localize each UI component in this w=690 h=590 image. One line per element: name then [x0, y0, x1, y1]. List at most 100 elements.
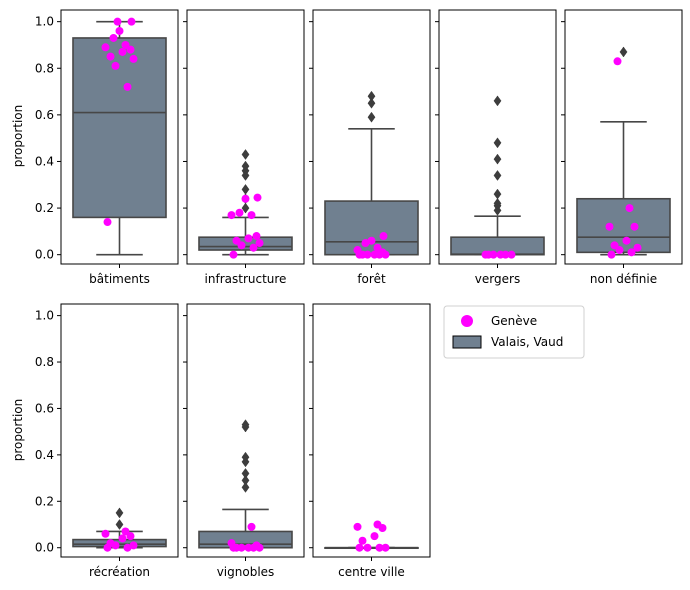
- geneve-point: [127, 17, 136, 26]
- iqr-box: [576, 197, 671, 254]
- geneve-point: [235, 208, 244, 217]
- geneve-point: [615, 246, 624, 255]
- geneve-point: [255, 239, 264, 248]
- geneve-point: [363, 543, 372, 552]
- panel-bâtiments: 0.0 0.2 0.4 0.6 0.8 1.0 bâtiments: [35, 9, 179, 286]
- geneve-point: [227, 211, 236, 220]
- geneve-point: [247, 211, 256, 220]
- geneve-point: [378, 248, 387, 257]
- geneve-point: [630, 222, 639, 231]
- panel-récréation: 0.0 0.2 0.4 0.6 0.8 1.0 récréation: [35, 303, 179, 579]
- outlier-point: [493, 153, 502, 165]
- geneve-point: [607, 250, 616, 259]
- category-label: forêt: [357, 272, 386, 286]
- category-label: vergers: [475, 272, 520, 286]
- outlier-point: [241, 419, 250, 431]
- y-tick-label: 1.0: [35, 309, 54, 323]
- geneve-point: [622, 236, 631, 245]
- panel-vignobles: vignobles: [183, 303, 305, 579]
- outlier-point: [493, 137, 502, 149]
- legend-geneve-marker: [461, 315, 473, 327]
- geneve-point: [605, 222, 614, 231]
- geneve-point: [355, 543, 364, 552]
- geneve-point: [129, 541, 138, 550]
- y-tick-label: 0.4: [35, 448, 54, 462]
- geneve-point: [241, 194, 250, 203]
- outlier-point: [367, 90, 376, 102]
- y-tick-label: 0.6: [35, 108, 54, 122]
- iqr-box: [72, 37, 167, 219]
- geneve-point: [370, 532, 379, 541]
- outlier-point: [241, 468, 250, 479]
- geneve-point: [373, 520, 382, 529]
- geneve-point: [353, 522, 362, 531]
- iqr-box: [324, 200, 419, 256]
- geneve-point: [237, 241, 246, 250]
- category-label: centre ville: [338, 565, 405, 579]
- geneve-point: [244, 234, 253, 243]
- panel-infrastructure: infrastructure: [183, 9, 305, 286]
- geneve-point: [106, 539, 115, 548]
- outlier-point: [115, 507, 124, 519]
- geneve-point: [610, 241, 619, 250]
- geneve-point: [115, 26, 124, 35]
- geneve-point: [118, 534, 127, 543]
- geneve-point: [244, 543, 253, 552]
- geneve-point: [373, 243, 382, 252]
- geneve-point: [123, 82, 132, 91]
- geneve-point: [126, 45, 135, 54]
- geneve-point: [353, 246, 362, 255]
- legend-valais-vaud-marker: [452, 335, 482, 349]
- outlier-point: [493, 95, 502, 107]
- geneve-point: [370, 250, 379, 259]
- y-tick-label: 1.0: [35, 15, 54, 29]
- geneve-point: [123, 543, 132, 552]
- geneve-point: [118, 47, 127, 56]
- y-axis-label-top: proportion: [11, 105, 25, 168]
- y-tick-label: 0.4: [35, 154, 54, 168]
- geneve-point: [249, 243, 258, 252]
- y-tick-label: 0.6: [35, 401, 54, 415]
- legend: Genève Valais, Vaud: [443, 305, 585, 359]
- geneve-point: [375, 543, 384, 552]
- panel-forêt: forêt: [309, 9, 431, 286]
- geneve-point: [252, 541, 261, 550]
- geneve-point: [367, 236, 376, 245]
- geneve-point: [358, 536, 367, 545]
- y-tick-label: 0.8: [35, 61, 54, 75]
- outlier-point: [493, 170, 502, 181]
- y-tick-label: 0.2: [35, 201, 54, 215]
- panel-frame: [312, 303, 431, 558]
- y-tick-label: 0.2: [35, 494, 54, 508]
- geneve-point: [496, 250, 505, 259]
- outlier-point: [367, 111, 376, 123]
- outlier-point: [115, 519, 124, 530]
- geneve-point: [111, 61, 120, 70]
- geneve-point: [613, 57, 622, 66]
- panel-frame: [60, 303, 179, 558]
- geneve-point: [379, 232, 388, 241]
- panel-non-définie: non définie: [561, 9, 683, 286]
- geneve-point: [358, 250, 367, 259]
- y-tick-label: 0.0: [35, 248, 54, 262]
- outlier-point: [619, 46, 628, 58]
- geneve-point: [227, 539, 236, 548]
- geneve-point: [627, 248, 636, 257]
- legend-valais-vaud-label: Valais, Vaud: [491, 335, 563, 349]
- geneve-point: [507, 250, 516, 259]
- geneve-point: [484, 250, 493, 259]
- outlier-point: [493, 197, 502, 209]
- outlier-point: [241, 481, 250, 493]
- geneve-point: [113, 17, 122, 26]
- outlier-point: [241, 149, 250, 160]
- panel-centre-ville: centre ville: [309, 303, 431, 579]
- geneve-point: [121, 527, 130, 536]
- geneve-point: [129, 54, 138, 63]
- geneve-point: [361, 239, 370, 248]
- panels: 0.0 0.2 0.4 0.6 0.8 1.0 bâtiments infrastructur…: [35, 9, 683, 579]
- geneve-point: [381, 543, 390, 552]
- outlier-point: [241, 202, 250, 214]
- geneve-point: [101, 43, 110, 52]
- outlier-point: [241, 160, 250, 172]
